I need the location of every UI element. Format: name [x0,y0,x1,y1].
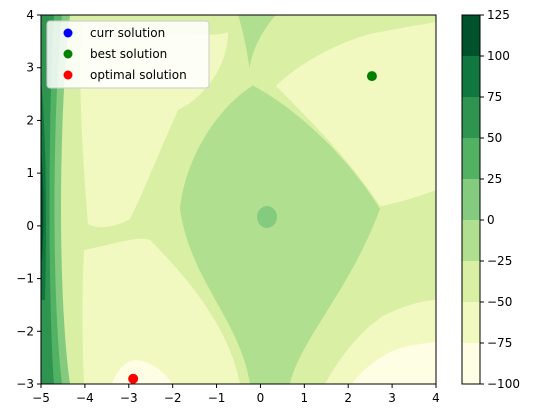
colorbar-band [462,138,480,179]
colorbar: −100 −75 −50 −25 0 25 50 75 100 125 [461,8,520,391]
x-tick-label: 1 [301,391,309,405]
colorbar-tick-label: 50 [487,131,502,145]
data-points [128,71,377,384]
legend-marker-optimal [63,70,73,80]
x-tick-label: −1 [208,391,226,405]
colorbar-band [462,97,480,138]
colorbar-band [462,56,480,97]
plot-frame [40,14,437,385]
colorbar-tick-label: 0 [487,213,495,227]
colorbar-tick-label: 125 [487,8,510,22]
x-tick-label: 4 [432,391,440,405]
colorbar-tick-label: 75 [487,90,502,104]
colorbar-tick-label: 100 [487,49,510,63]
colorbar-frame [461,14,481,385]
best-solution-point [366,71,377,82]
contour-bands [41,15,436,384]
y-tick-label: 3 [26,61,34,75]
x-axis: −5 −4 −3 −2 −1 0 1 2 3 4 [32,384,440,405]
contour-band-bottom-left-light [82,238,240,384]
legend-label-best: best solution [90,47,167,61]
y-axis: −3 −2 −1 0 1 2 3 4 [16,8,41,391]
y-tick-label: 2 [26,113,34,127]
contour-band-bottom-right-core [352,342,436,384]
contour-band-bottom-left-core [112,360,172,384]
x-tick-label: 3 [388,391,396,405]
legend-box [46,20,210,89]
x-tick-label: 0 [257,391,265,405]
colorbar-band [462,179,480,220]
y-tick-label: 0 [26,219,34,233]
y-tick-label: 4 [26,8,34,22]
colorbar-band [462,302,480,343]
x-tick-label: −5 [32,391,50,405]
contour-band-left-100 [41,150,44,260]
colorbar-tick-label: −100 [487,377,520,391]
legend: curr solution best solution optimal solu… [46,20,210,89]
colorbar-tick-label: 25 [487,172,502,186]
colorbar-tick-label: −25 [487,254,512,268]
legend-label-curr: curr solution [90,26,165,40]
contour-center-blob [257,206,277,228]
y-tick-label: −2 [16,324,34,338]
colorbar-band [462,220,480,261]
contour-band-top-right-light [276,22,436,206]
x-tick-label: −2 [164,391,182,405]
legend-marker-best [63,49,73,59]
colorbar-band [462,343,480,384]
y-tick-label: −3 [16,377,34,391]
y-tick-label: −1 [16,272,34,286]
colorbar-band [462,261,480,302]
x-tick-label: −3 [120,391,138,405]
colorbar-band [462,15,480,56]
legend-label-optimal: optimal solution [90,68,187,82]
legend-marker-curr [63,28,73,38]
x-tick-label: −4 [76,391,94,405]
colorbar-tick-label: −75 [487,336,512,350]
y-tick-label: 1 [26,166,34,180]
x-tick-label: 2 [344,391,352,405]
optimal-solution-point [128,373,139,384]
colorbar-tick-label: −50 [487,295,512,309]
